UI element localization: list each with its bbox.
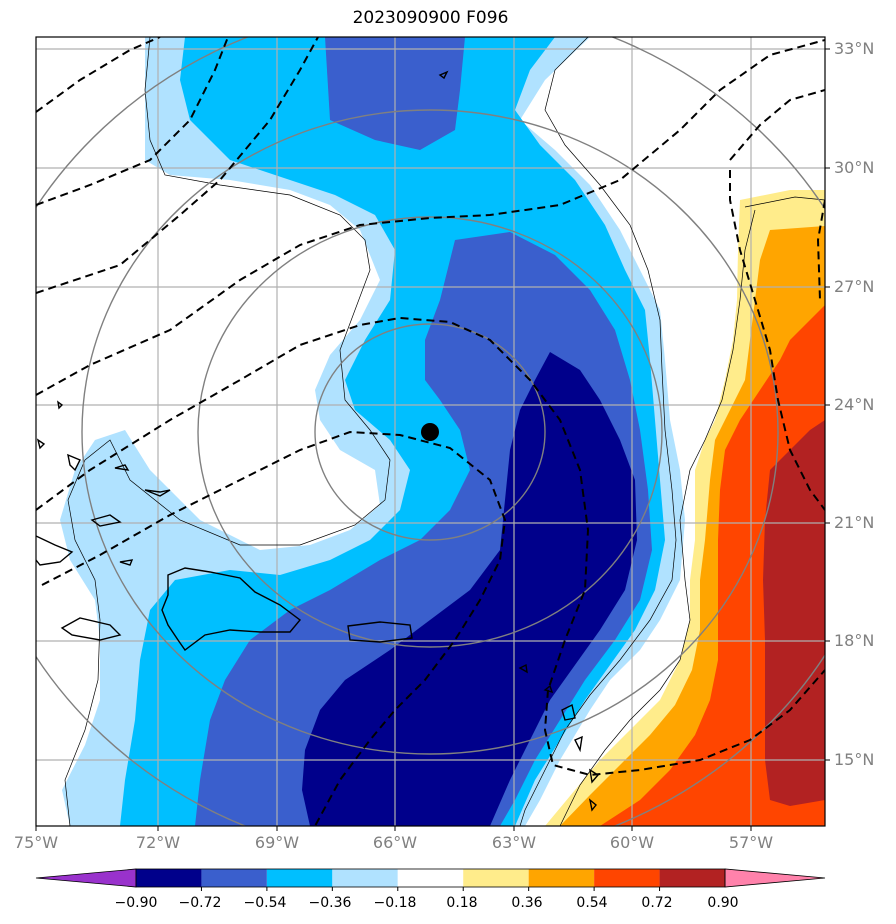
colorbar-tick-label: 0.54 — [576, 895, 608, 911]
turks-caicos — [119, 559, 134, 566]
jamaica-outline — [60, 617, 122, 641]
lat-label-30n: 30°N — [834, 158, 875, 177]
lat-label-18n: 18°N — [834, 631, 875, 650]
colorbar-extend-max — [724, 868, 826, 888]
small-island-2 — [57, 400, 64, 410]
lon-label-63w: 63°W — [491, 833, 537, 852]
dashed-contour-layer — [36, 37, 825, 826]
colorbar-extend-min — [35, 868, 137, 888]
lat-label-27n: 27°N — [834, 277, 875, 296]
colorbar-tick-label: 0.18 — [446, 895, 478, 911]
map-frame — [36, 37, 825, 826]
colorbar-segment — [266, 869, 333, 887]
colorbar-segment — [332, 869, 398, 887]
leeward-island-6 — [518, 663, 528, 674]
colorbar-segment — [659, 869, 725, 887]
lon-label-75w: 75°W — [13, 833, 59, 852]
cuba-outline — [36, 535, 74, 566]
colorbar-tick-label: −0.72 — [178, 895, 222, 911]
puerto-rico-outline — [347, 621, 413, 643]
colorbar-segment — [528, 869, 595, 887]
colorbar-segment — [136, 869, 202, 887]
map-title: 2023090900 F096 — [352, 8, 509, 28]
bahamas-island-4 — [114, 464, 130, 471]
coastline-layer — [36, 70, 600, 812]
lat-label-33n: 33°N — [834, 39, 875, 58]
thin-contour-layer — [64, 37, 825, 826]
lon-label-60w: 60°W — [609, 833, 655, 852]
lon-label-69w: 69°W — [254, 833, 300, 852]
colorbar-segment — [463, 869, 529, 887]
colorbar-segment — [397, 869, 464, 887]
bahamas-island-3 — [144, 489, 171, 497]
tick-mark-layer — [35, 48, 830, 831]
colorbar-tick-label: −0.54 — [243, 895, 287, 911]
colorbar-tick-label: 0.90 — [707, 895, 739, 911]
bermuda — [438, 70, 449, 80]
map-border — [35, 36, 826, 827]
colorbar-tick-label: 0.36 — [511, 895, 543, 911]
graticule-layer — [36, 37, 825, 826]
hispaniola-outline — [161, 567, 302, 651]
lat-label-21n: 21°N — [834, 513, 875, 532]
lon-label-66w: 66°W — [372, 833, 418, 852]
colorbar — [35, 868, 826, 891]
shade-dark-red-region — [763, 420, 825, 806]
leeward-island-1 — [561, 703, 576, 721]
lon-label-57w: 57°W — [728, 833, 774, 852]
leeward-island-5 — [543, 684, 554, 694]
lon-label-72w: 72°W — [135, 833, 181, 852]
bahamas-island-1 — [90, 514, 122, 527]
colorbar-tick-label: −0.36 — [308, 895, 352, 911]
colorbar-segment — [594, 869, 660, 887]
colorbar-outline — [135, 868, 726, 888]
lat-label-15n: 15°N — [834, 750, 875, 769]
lat-label-24n: 24°N — [834, 395, 875, 414]
grey-range-ring-layer — [36, 37, 825, 826]
storm-center-marker — [421, 423, 439, 441]
colorbar-tick-label: 0.72 — [641, 895, 673, 911]
small-islands-cuba — [36, 438, 46, 450]
shaded-field-layer — [60, 37, 825, 826]
colorbar-tick-label: −0.18 — [373, 895, 417, 911]
leeward-island-4 — [588, 798, 597, 812]
colorbar-segment — [201, 869, 267, 887]
leeward-island-3 — [589, 768, 600, 784]
bahamas-island-2 — [67, 453, 81, 472]
leeward-island-2 — [574, 735, 583, 753]
shade-navy-region — [302, 352, 637, 826]
colorbar-tick-label: −0.90 — [114, 895, 158, 911]
